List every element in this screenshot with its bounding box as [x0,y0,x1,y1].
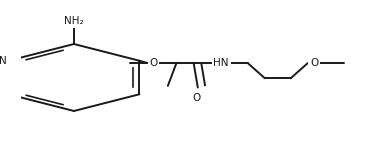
Text: N: N [0,56,7,66]
Text: O: O [192,93,200,103]
Text: HN: HN [213,58,229,68]
Text: NH₂: NH₂ [64,16,84,26]
Text: O: O [149,58,157,68]
Text: O: O [310,58,318,68]
